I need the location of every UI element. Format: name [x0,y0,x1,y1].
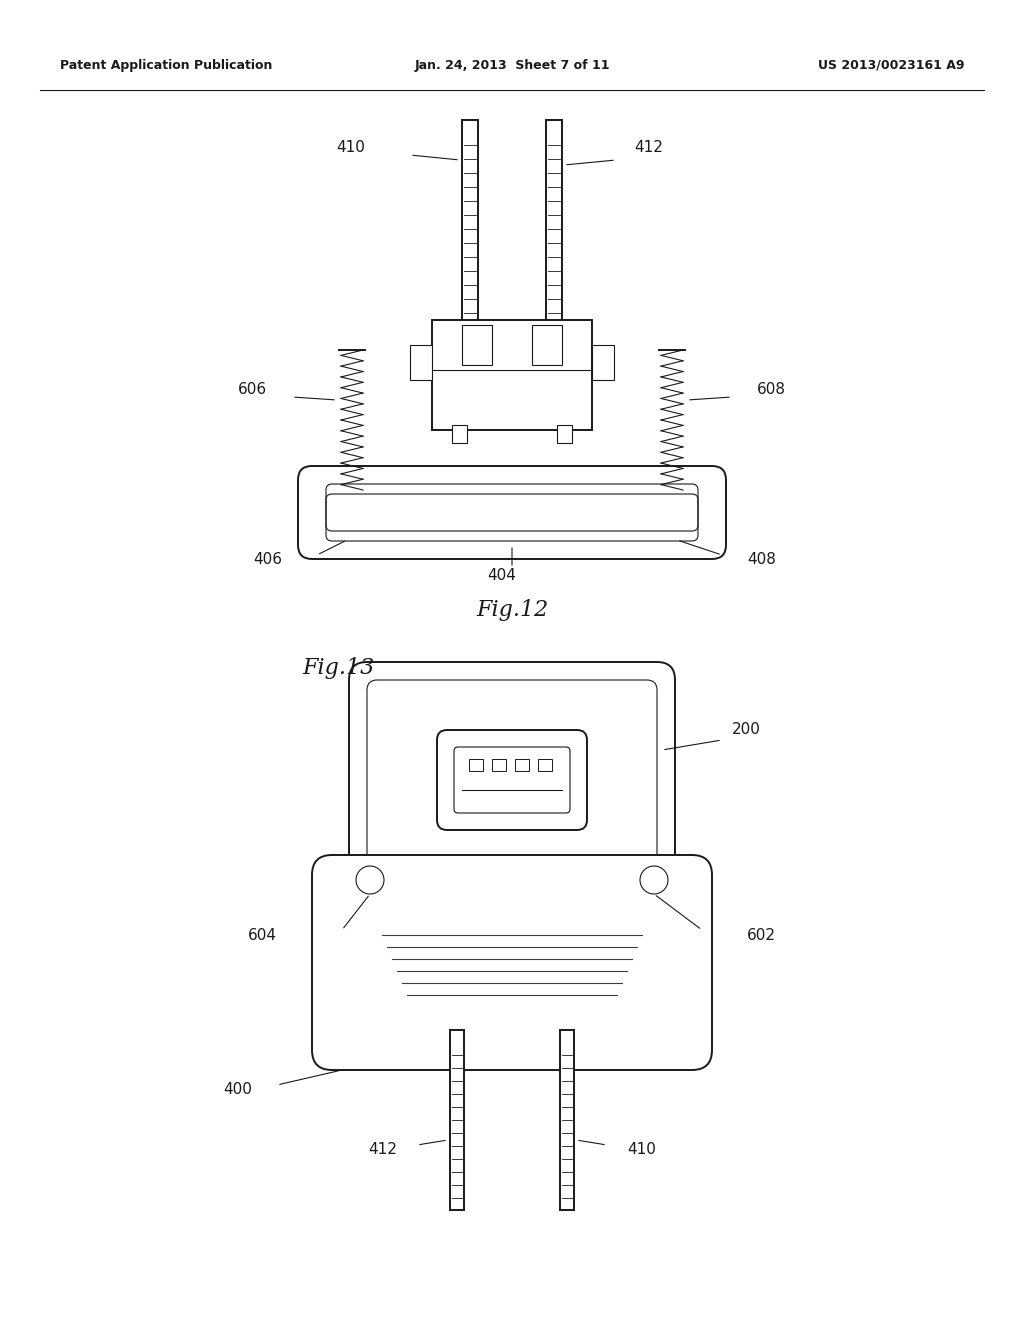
Circle shape [640,866,668,894]
Bar [462,325,492,366]
Text: 408: 408 [746,553,776,568]
Bar [592,345,614,380]
Text: 602: 602 [746,928,776,942]
Circle shape [347,495,357,506]
Bar [469,759,483,771]
Text: US 2013/0023161 A9: US 2013/0023161 A9 [817,58,964,71]
Bar [410,345,432,380]
Text: Fig.13: Fig.13 [302,657,374,678]
Text: 406: 406 [253,553,282,568]
Text: 412: 412 [368,1143,397,1158]
Text: Jan. 24, 2013  Sheet 7 of 11: Jan. 24, 2013 Sheet 7 of 11 [415,58,609,71]
FancyBboxPatch shape [437,730,587,830]
Bar [560,1030,574,1210]
Text: Patent Application Publication: Patent Application Publication [60,58,272,71]
Text: 400: 400 [223,1082,252,1097]
Bar [432,319,592,430]
Circle shape [659,487,685,513]
Bar [546,120,562,330]
Text: 200: 200 [732,722,761,738]
Text: 606: 606 [238,383,267,397]
Text: 604: 604 [248,928,278,942]
Bar [515,759,529,771]
Bar [492,759,506,771]
Text: 404: 404 [487,568,516,582]
FancyBboxPatch shape [298,466,726,558]
Text: 412: 412 [634,140,663,156]
Circle shape [339,487,365,513]
FancyBboxPatch shape [349,663,675,908]
Bar [452,425,467,444]
Bar [538,759,552,771]
Circle shape [667,495,677,506]
Circle shape [356,866,384,894]
Text: 410: 410 [627,1143,656,1158]
Text: 608: 608 [757,383,786,397]
Bar [450,1030,464,1210]
Bar [532,325,562,366]
Text: 410: 410 [336,140,365,156]
Bar [462,120,478,330]
FancyBboxPatch shape [312,855,712,1071]
Text: Fig.12: Fig.12 [476,599,548,620]
Bar [557,425,572,444]
